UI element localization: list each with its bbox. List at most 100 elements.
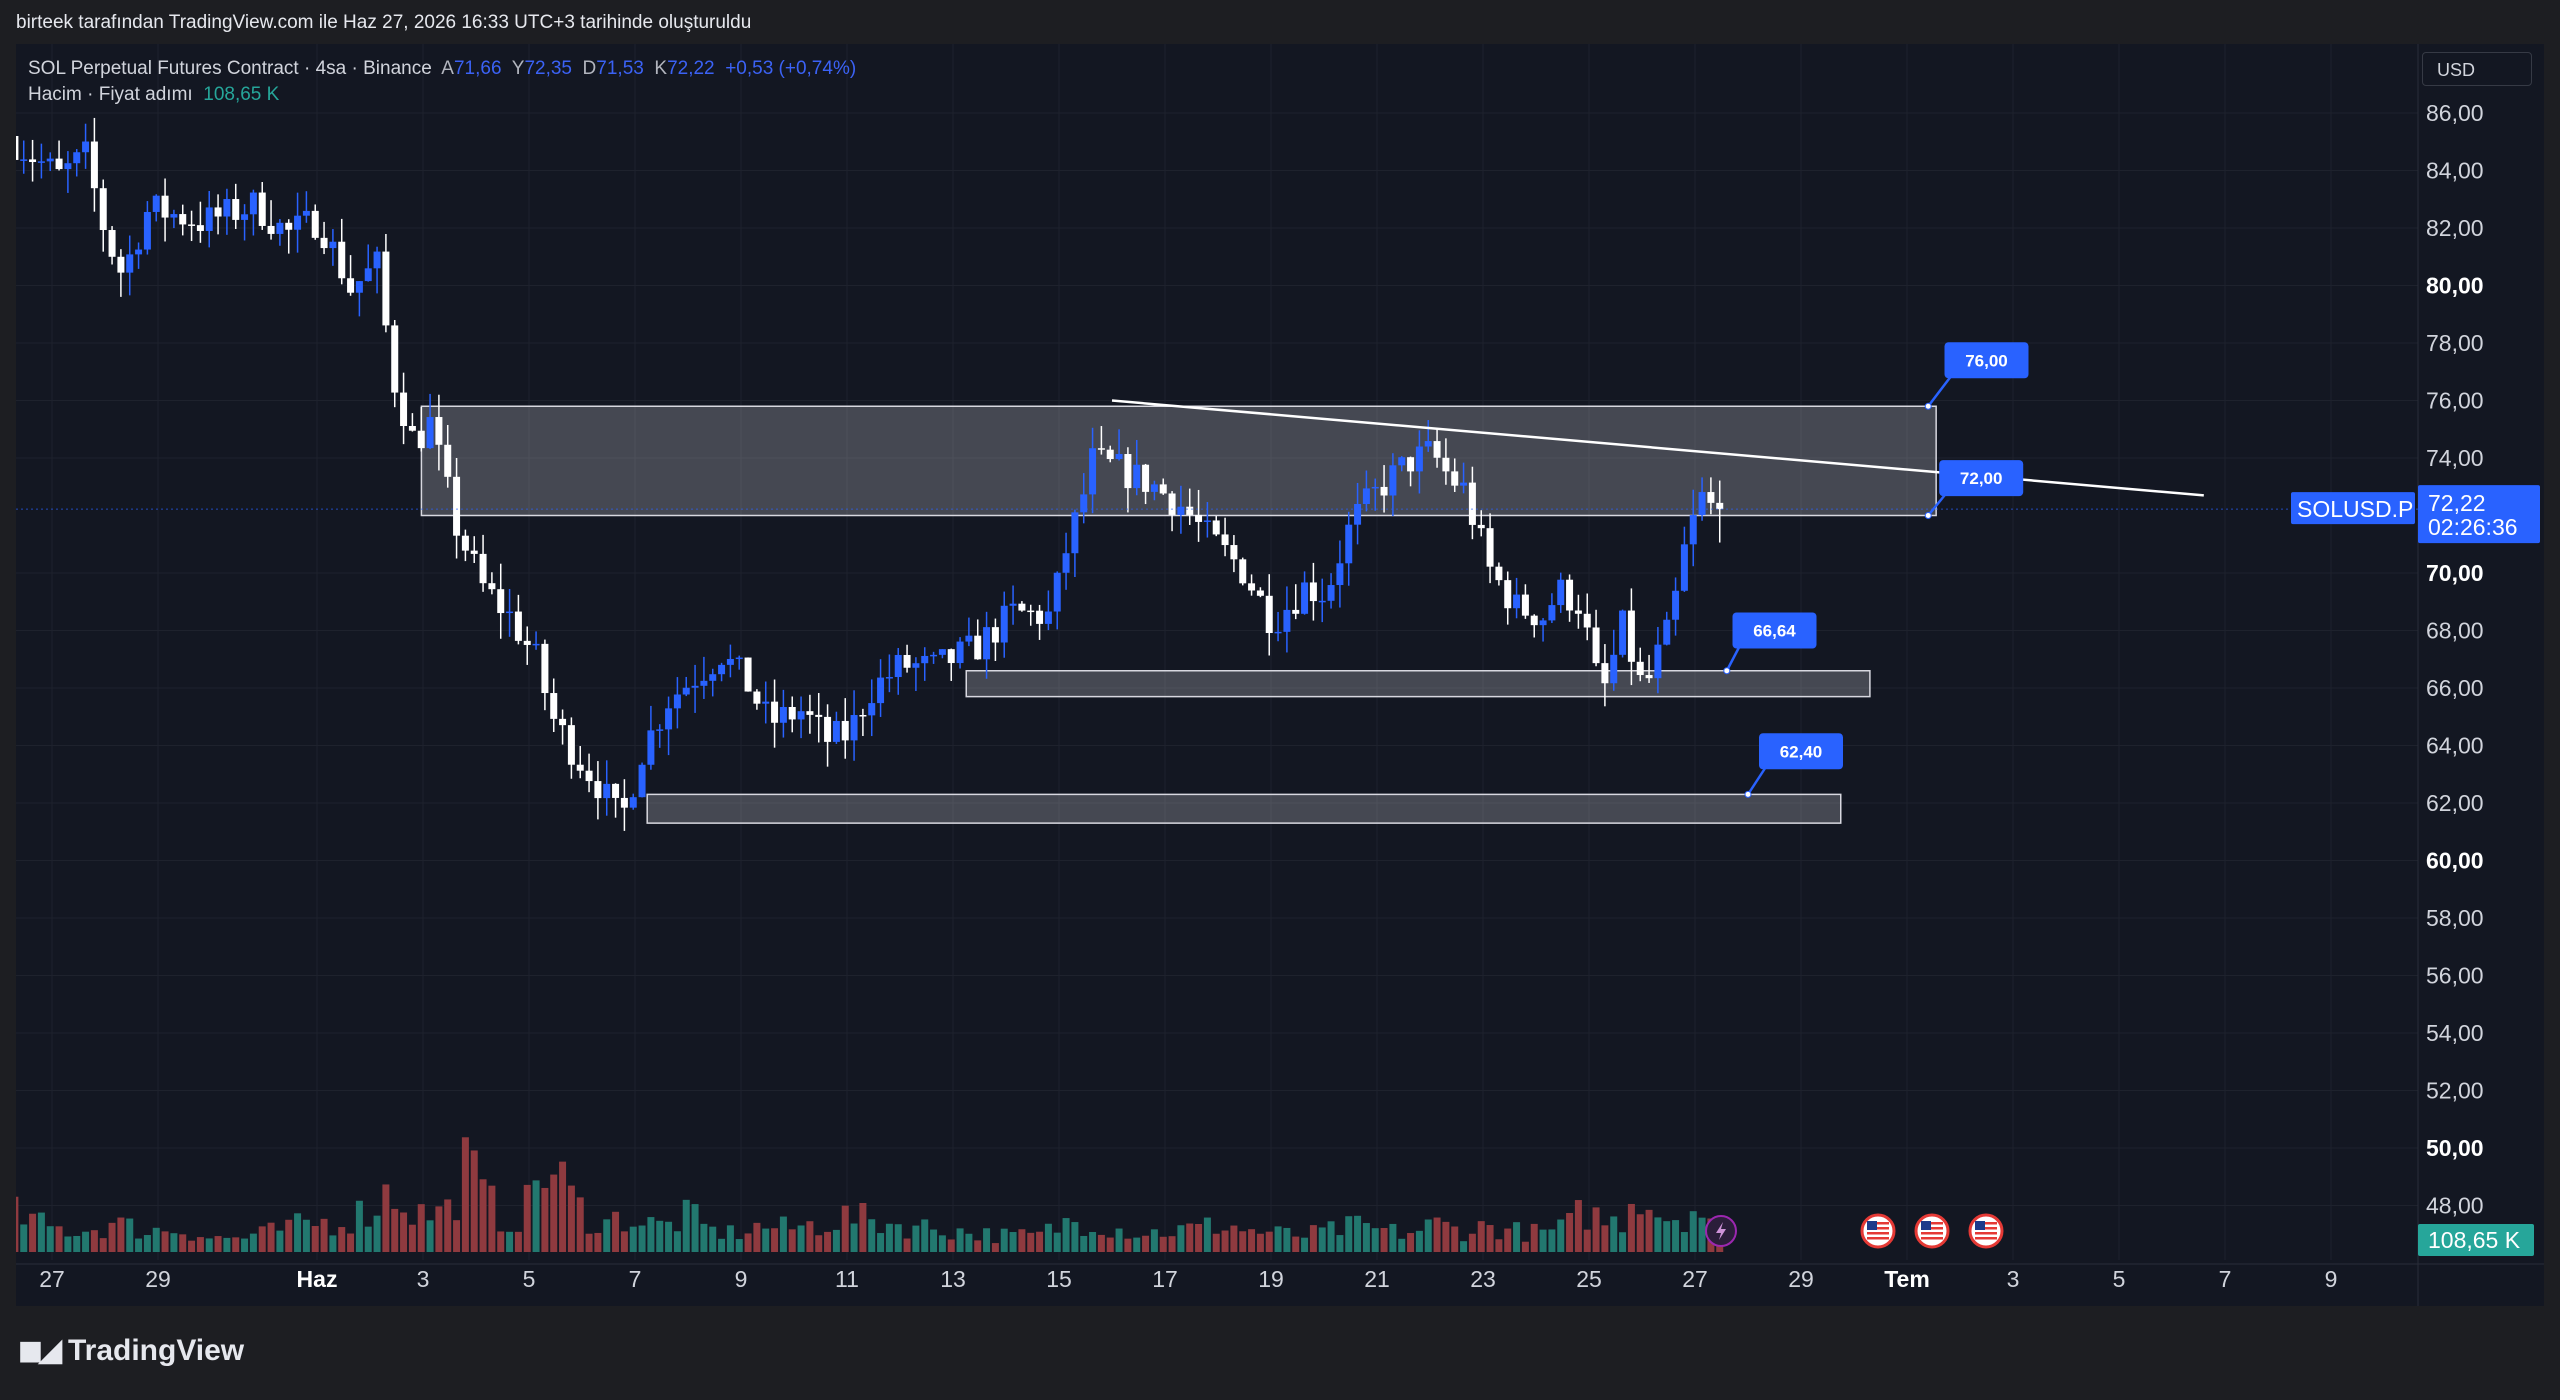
- volume-bar: [143, 1235, 151, 1252]
- volume-bar: [1407, 1233, 1415, 1252]
- volume-bar: [1327, 1221, 1335, 1252]
- time-axis-label: 21: [1364, 1266, 1390, 1292]
- callout-box: [1944, 342, 2029, 379]
- us-flag-icon[interactable]: [1860, 1213, 1896, 1249]
- volume-bar: [885, 1223, 893, 1252]
- volume-bar: [347, 1233, 355, 1252]
- callout-label: 76,00: [1965, 351, 2008, 370]
- volume-bar: [400, 1212, 408, 1252]
- volume-bar: [594, 1232, 602, 1252]
- volume-bar: [170, 1233, 178, 1252]
- volume-bar: [1177, 1225, 1185, 1252]
- volume-bar: [82, 1231, 90, 1252]
- time-axis-label: 7: [629, 1266, 642, 1292]
- candle-body: [647, 730, 655, 765]
- volume-bar: [762, 1228, 770, 1252]
- volume-bar: [1301, 1237, 1309, 1252]
- candle-body: [603, 783, 611, 799]
- legend-symbol[interactable]: SOL Perpetual Futures Contract · 4sa · B…: [28, 58, 432, 79]
- price-chart[interactable]: 76,00 72,00 66,64 62,40 86,00 84,00 82,00 80,0…: [16, 44, 2544, 1306]
- us-flag-icon-stripe: [1921, 1222, 1943, 1225]
- candle-body: [37, 161, 45, 163]
- candle-body: [656, 729, 664, 731]
- candle-body: [903, 654, 911, 668]
- volume-bar: [205, 1238, 213, 1252]
- volume-bar: [373, 1215, 381, 1252]
- volume-bar: [1345, 1216, 1353, 1252]
- tradingview-logo[interactable]: ◼◢ TradingView: [18, 1333, 244, 1368]
- candle-body: [338, 241, 346, 279]
- volume-bar: [938, 1235, 946, 1252]
- candle-body: [1230, 545, 1238, 560]
- volume-bar: [241, 1238, 249, 1252]
- price-axis-label: 56,00: [2426, 963, 2484, 989]
- candle-body: [1601, 663, 1609, 684]
- volume-bar: [1583, 1229, 1591, 1252]
- volume-bar: [1159, 1236, 1167, 1252]
- candle-body: [161, 195, 169, 218]
- currency-button[interactable]: USD: [2422, 52, 2532, 86]
- volume-bar: [1292, 1236, 1300, 1252]
- volume-bar: [567, 1185, 575, 1252]
- volume-bar: [1645, 1209, 1653, 1252]
- volume-bar: [691, 1204, 699, 1252]
- legend-volume-label[interactable]: Hacim · Fiyat adımı: [28, 84, 193, 105]
- us-flag-icon-ring: [1914, 1213, 1950, 1249]
- volume-bar: [196, 1237, 204, 1252]
- candle-body: [267, 225, 275, 234]
- volume-badge: 108,65 K: [2418, 1224, 2534, 1256]
- callout-leader: [1746, 764, 1769, 796]
- candle-body: [1477, 524, 1485, 529]
- candle-body: [735, 657, 743, 660]
- candle-body: [841, 720, 849, 741]
- volume-bars: [16, 1137, 1724, 1252]
- candle-body: [426, 417, 434, 449]
- candle-body: [1177, 506, 1185, 515]
- chart-panel[interactable]: 76,00 72,00 66,64 62,40 86,00 84,00 82,00 80,0…: [16, 44, 2544, 1306]
- candle-body: [1133, 464, 1141, 489]
- volume-bar: [1089, 1232, 1097, 1252]
- candle-body: [329, 241, 337, 249]
- us-flag-icon[interactable]: [1968, 1213, 2004, 1249]
- us-flag-icon-ring: [1968, 1213, 2004, 1249]
- volume-bar: [744, 1233, 752, 1252]
- us-flag-icon-canton: [1867, 1221, 1877, 1230]
- event-icons[interactable]: [1705, 1213, 2004, 1249]
- volume-bar: [1115, 1228, 1123, 1252]
- volume-bar: [1142, 1235, 1150, 1252]
- candle-body: [241, 214, 249, 220]
- candle-body: [1645, 675, 1653, 679]
- volume-bar: [788, 1229, 796, 1252]
- volume-bar: [612, 1211, 620, 1252]
- candle-body: [1486, 528, 1494, 567]
- time-axis[interactable]: 27 29 Haz 3 5 7 9 11 13 15 17 19 21 23 25 27 29 Tem 3 5 7 9: [39, 1266, 2337, 1292]
- candle-body: [1089, 448, 1097, 495]
- candle-body: [726, 658, 734, 665]
- price-axis[interactable]: 86,00 84,00 82,00 80,00 78,00 76,00 74,00 70,00…: [2426, 100, 2484, 1219]
- time-axis-label: 29: [1788, 1266, 1814, 1292]
- volume-bar: [647, 1217, 655, 1252]
- callout-anchor: [1744, 790, 1752, 798]
- candle-body: [16, 136, 19, 160]
- volume-bar: [152, 1227, 160, 1252]
- volume-bar: [832, 1229, 840, 1252]
- volume-bar: [576, 1197, 584, 1252]
- candle-body: [347, 278, 355, 293]
- candle-body: [762, 701, 770, 704]
- lightning-icon[interactable]: [1705, 1215, 1737, 1247]
- candle-body: [1592, 627, 1600, 664]
- volume-bar: [930, 1229, 938, 1252]
- candle-body: [1689, 515, 1697, 545]
- symbol-badge-text: SOLUSD.P: [2297, 496, 2413, 522]
- candle-body: [1495, 566, 1503, 581]
- volume-bar: [1283, 1227, 1291, 1252]
- us-flag-icon[interactable]: [1914, 1213, 1950, 1249]
- zone-72-76: [420, 405, 1937, 517]
- candle-body: [435, 417, 443, 445]
- candle-body: [1044, 611, 1052, 624]
- candle-body: [232, 199, 240, 220]
- price-axis-label: 86,00: [2426, 100, 2484, 126]
- candle-body: [170, 214, 178, 218]
- time-axis-label: 25: [1576, 1266, 1602, 1292]
